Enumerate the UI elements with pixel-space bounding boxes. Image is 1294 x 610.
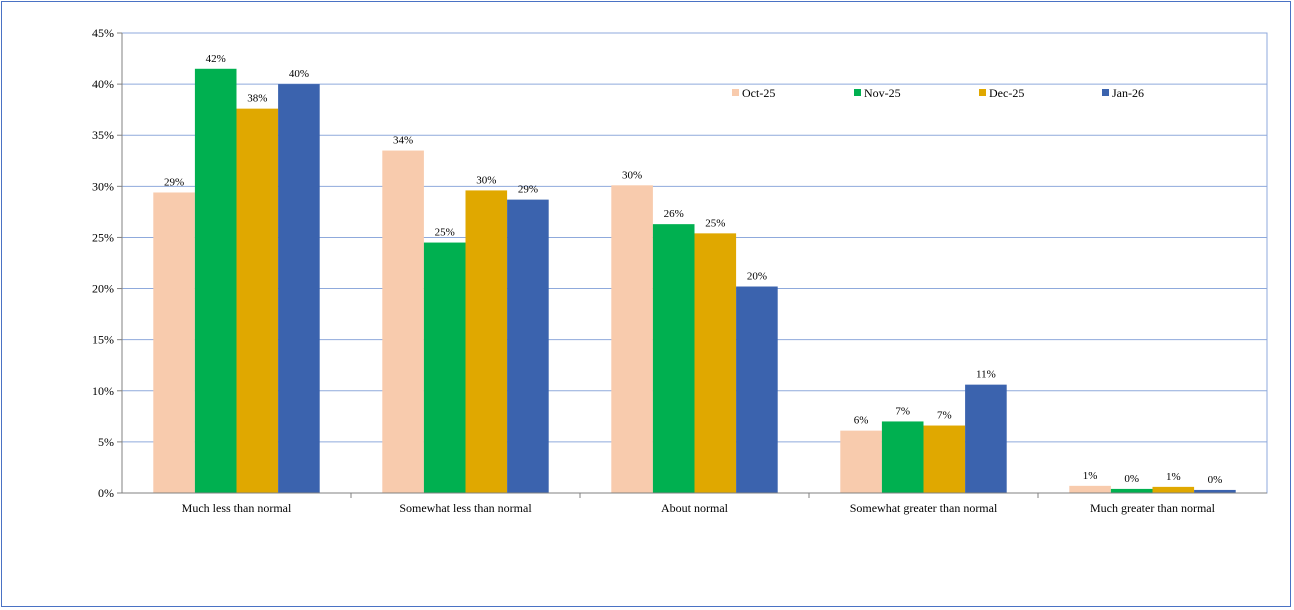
bar — [965, 384, 1007, 493]
x-category-label: Much greater than normal — [1090, 501, 1216, 515]
data-label: 6% — [854, 415, 869, 427]
legend-label: Nov-25 — [864, 86, 901, 100]
bar — [1110, 488, 1153, 493]
bar — [652, 224, 695, 493]
data-label: 0% — [1124, 473, 1139, 485]
bar — [278, 84, 320, 493]
bar — [1069, 485, 1111, 493]
bar — [694, 233, 737, 493]
data-label: 11% — [976, 369, 996, 381]
x-category-label: Somewhat greater than normal — [850, 501, 998, 515]
data-label: 42% — [206, 53, 226, 65]
legend-label: Oct-25 — [742, 86, 775, 100]
data-label: 1% — [1083, 470, 1098, 482]
legend-swatch — [732, 89, 739, 96]
y-tick-label: 0% — [98, 486, 114, 500]
bar — [881, 421, 924, 493]
axes — [117, 32, 1267, 498]
data-label: 7% — [937, 410, 952, 422]
data-label: 0% — [1208, 474, 1223, 486]
y-axis-tick-labels: 0% 5% 10% 15% 20% 25% 30% 35% 40% 45% — [92, 26, 114, 500]
y-tick-label: 35% — [92, 128, 114, 142]
y-tick-label: 5% — [98, 435, 114, 449]
x-axis-category-labels: Much less than normal Somewhat less than … — [182, 501, 1216, 515]
bar — [382, 150, 424, 494]
data-label: 40% — [289, 68, 309, 80]
data-label: 29% — [164, 176, 184, 188]
bar — [236, 108, 279, 494]
x-category-label: Somewhat less than normal — [399, 501, 532, 515]
y-tick-label: 25% — [92, 230, 114, 244]
data-label: 25% — [705, 217, 725, 229]
bar — [194, 68, 237, 494]
data-label: 1% — [1166, 471, 1181, 483]
bar — [1194, 489, 1236, 493]
bar — [611, 185, 653, 494]
bars — [153, 68, 1236, 494]
legend-swatch — [1102, 89, 1109, 96]
data-label: 30% — [622, 169, 642, 181]
data-label: 7% — [895, 405, 910, 417]
data-label: 25% — [435, 227, 455, 239]
data-labels: 29% 42% 38% 40% 34% 25% 30% 29% 30% 26% 25% 20% 6% 7%… — [164, 53, 1222, 486]
y-tick-label: 20% — [92, 282, 114, 296]
legend-label: Jan-26 — [1112, 86, 1144, 100]
y-tick-label: 30% — [92, 179, 114, 193]
y-tick-label: 15% — [92, 333, 114, 347]
bar — [840, 430, 882, 493]
legend-swatch — [854, 89, 861, 96]
bar — [507, 199, 549, 493]
y-tick-label: 45% — [92, 26, 114, 40]
legend: Oct-25 Nov-25 Dec-25 Jan-26 — [732, 86, 1144, 100]
bar — [465, 190, 508, 493]
bar — [923, 425, 966, 493]
bar — [423, 242, 466, 493]
x-category-label: Much less than normal — [182, 501, 292, 515]
data-label: 30% — [476, 174, 496, 186]
legend-label: Dec-25 — [989, 86, 1024, 100]
bar — [1152, 486, 1195, 493]
bar — [736, 286, 778, 493]
data-label: 26% — [664, 208, 684, 220]
legend-swatch — [979, 89, 986, 96]
bar — [153, 192, 195, 493]
data-label: 20% — [747, 271, 767, 283]
data-label: 38% — [247, 93, 267, 105]
y-tick-label: 10% — [92, 384, 114, 398]
data-label: 29% — [518, 184, 538, 196]
y-tick-label: 40% — [92, 77, 114, 91]
data-label: 34% — [393, 135, 413, 147]
x-category-label: About normal — [661, 501, 729, 515]
